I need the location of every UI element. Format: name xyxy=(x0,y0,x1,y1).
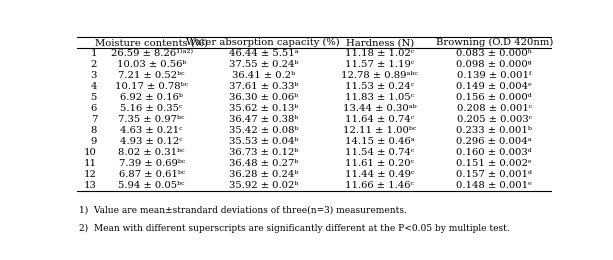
Text: 0.139 ± 0.001ᶠ: 0.139 ± 0.001ᶠ xyxy=(457,71,531,80)
Text: 2)  Mean with different superscripts are significantly different at the P<0.05 b: 2) Mean with different superscripts are … xyxy=(79,223,510,232)
Text: Hardness (N): Hardness (N) xyxy=(346,38,414,47)
Text: 0.160 ± 0.003ᵈ: 0.160 ± 0.003ᵈ xyxy=(456,148,532,157)
Text: 8: 8 xyxy=(91,126,97,135)
Text: 0.151 ± 0.002ᵉ: 0.151 ± 0.002ᵉ xyxy=(456,159,532,168)
Text: 35.62 ± 0.13ᵇ: 35.62 ± 0.13ᵇ xyxy=(229,104,298,113)
Text: 35.92 ± 0.02ᵇ: 35.92 ± 0.02ᵇ xyxy=(229,181,298,190)
Text: 8.02 ± 0.31ᵇᶜ: 8.02 ± 0.31ᵇᶜ xyxy=(118,148,185,157)
Text: 11: 11 xyxy=(84,159,97,168)
Text: 0.148 ± 0.001ᵉ: 0.148 ± 0.001ᵉ xyxy=(456,181,532,190)
Text: 0.149 ± 0.004ᵉ: 0.149 ± 0.004ᵉ xyxy=(456,82,532,91)
Text: 11.83 ± 1.05ᶜ: 11.83 ± 1.05ᶜ xyxy=(345,93,414,102)
Text: 36.30 ± 0.06ᵇ: 36.30 ± 0.06ᵇ xyxy=(229,93,298,102)
Text: 12.78 ± 0.89ᵃᵇᶜ: 12.78 ± 0.89ᵃᵇᶜ xyxy=(341,71,418,80)
Text: 2: 2 xyxy=(91,60,97,69)
Text: 7.35 ± 0.97ᵇᶜ: 7.35 ± 0.97ᵇᶜ xyxy=(118,115,185,124)
Text: 1)  Value are mean±strandard deviations of three(n=3) measurements.: 1) Value are mean±strandard deviations o… xyxy=(79,205,407,214)
Text: 46.44 ± 5.51ᵃ: 46.44 ± 5.51ᵃ xyxy=(229,49,298,58)
Text: 0.296 ± 0.004ᵃ: 0.296 ± 0.004ᵃ xyxy=(457,137,532,146)
Text: 9: 9 xyxy=(91,137,97,146)
Text: 0.205 ± 0.003ᶜ: 0.205 ± 0.003ᶜ xyxy=(457,115,532,124)
Text: 36.73 ± 0.12ᵇ: 36.73 ± 0.12ᵇ xyxy=(229,148,298,157)
Text: 11.64 ± 0.74ᶜ: 11.64 ± 0.74ᶜ xyxy=(345,115,414,124)
Text: 4: 4 xyxy=(91,82,97,91)
Text: 11.18 ± 1.02ᶜ: 11.18 ± 1.02ᶜ xyxy=(345,49,414,58)
Text: 11.66 ± 1.46ᶜ: 11.66 ± 1.46ᶜ xyxy=(345,181,414,190)
Text: 36.47 ± 0.38ᵇ: 36.47 ± 0.38ᵇ xyxy=(229,115,298,124)
Text: 0.083 ± 0.000ʰ: 0.083 ± 0.000ʰ xyxy=(456,49,532,58)
Text: 36.28 ± 0.24ᵇ: 36.28 ± 0.24ᵇ xyxy=(229,170,298,179)
Text: 0.098 ± 0.000ᵍ: 0.098 ± 0.000ᵍ xyxy=(456,60,532,69)
Text: 37.55 ± 0.24ᵇ: 37.55 ± 0.24ᵇ xyxy=(229,60,298,69)
Text: 5: 5 xyxy=(91,93,97,102)
Text: 36.48 ± 0.27ᵇ: 36.48 ± 0.27ᵇ xyxy=(229,159,298,168)
Text: 10.17 ± 0.78ᵇᶜ: 10.17 ± 0.78ᵇᶜ xyxy=(115,82,188,91)
Text: 35.42 ± 0.08ᵇ: 35.42 ± 0.08ᵇ xyxy=(229,126,298,135)
Text: 12.11 ± 1.00ᵇᶜ: 12.11 ± 1.00ᵇᶜ xyxy=(343,126,416,135)
Text: Water absorption capacity (%): Water absorption capacity (%) xyxy=(186,38,340,47)
Text: Moisture contents (%): Moisture contents (%) xyxy=(95,38,208,47)
Text: 6: 6 xyxy=(91,104,97,113)
Text: 5.94 ± 0.05ᵇᶜ: 5.94 ± 0.05ᵇᶜ xyxy=(118,181,185,190)
Text: Browning (O.D 420nm): Browning (O.D 420nm) xyxy=(435,38,553,47)
Text: 5.16 ± 0.35ᶜ: 5.16 ± 0.35ᶜ xyxy=(121,104,183,113)
Text: 1: 1 xyxy=(91,49,97,58)
Text: 0.208 ± 0.001ᶜ: 0.208 ± 0.001ᶜ xyxy=(457,104,532,113)
Text: 36.41 ± 0.2ᵇ: 36.41 ± 0.2ᵇ xyxy=(232,71,295,80)
Text: 0.156 ± 0.000ᵈ: 0.156 ± 0.000ᵈ xyxy=(456,93,532,102)
Text: 3: 3 xyxy=(91,71,97,80)
Text: 11.57 ± 1.19ᶜ: 11.57 ± 1.19ᶜ xyxy=(345,60,414,69)
Text: 6.92 ± 0.16ᵇ: 6.92 ± 0.16ᵇ xyxy=(120,93,183,102)
Text: 11.44 ± 0.49ᶜ: 11.44 ± 0.49ᶜ xyxy=(345,170,414,179)
Text: 35.53 ± 0.04ᵇ: 35.53 ± 0.04ᵇ xyxy=(229,137,298,146)
Text: 11.53 ± 0.24ᶜ: 11.53 ± 0.24ᶜ xyxy=(345,82,414,91)
Text: 37.61 ± 0.33ᵇ: 37.61 ± 0.33ᵇ xyxy=(229,82,298,91)
Text: 13: 13 xyxy=(84,181,97,190)
Text: 12: 12 xyxy=(84,170,97,179)
Text: 10: 10 xyxy=(84,148,97,157)
Text: 26.59 ± 8.26¹⁾ᵃ²⁾: 26.59 ± 8.26¹⁾ᵃ²⁾ xyxy=(111,49,192,58)
Text: 0.157 ± 0.001ᵈ: 0.157 ± 0.001ᵈ xyxy=(456,170,532,179)
Text: 11.54 ± 0.74ᶜ: 11.54 ± 0.74ᶜ xyxy=(345,148,414,157)
Text: 11.61 ± 0.20ᶜ: 11.61 ± 0.20ᶜ xyxy=(345,159,414,168)
Text: 0.233 ± 0.001ᵇ: 0.233 ± 0.001ᵇ xyxy=(456,126,532,135)
Text: 7.21 ± 0.52ᵇᶜ: 7.21 ± 0.52ᵇᶜ xyxy=(118,71,185,80)
Text: 4.63 ± 0.21ᶜ: 4.63 ± 0.21ᶜ xyxy=(120,126,183,135)
Text: 13.44 ± 0.30ᵃᵇ: 13.44 ± 0.30ᵃᵇ xyxy=(343,104,417,113)
Text: 14.15 ± 0.46ᵃ: 14.15 ± 0.46ᵃ xyxy=(345,137,414,146)
Text: 4.93 ± 0.12ᶜ: 4.93 ± 0.12ᶜ xyxy=(120,137,183,146)
Text: 7: 7 xyxy=(91,115,97,124)
Text: 7.39 ± 0.69ᵇᶜ: 7.39 ± 0.69ᵇᶜ xyxy=(118,159,185,168)
Text: 10.03 ± 0.56ᵇ: 10.03 ± 0.56ᵇ xyxy=(117,60,186,69)
Text: 6.87 ± 0.61ᵇᶜ: 6.87 ± 0.61ᵇᶜ xyxy=(118,170,185,179)
